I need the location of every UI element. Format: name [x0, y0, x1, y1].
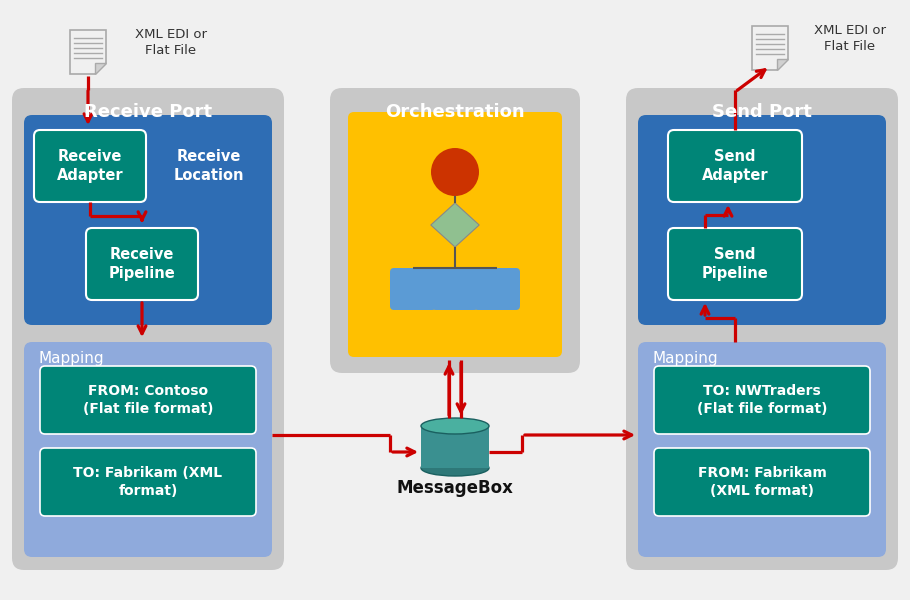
Circle shape — [431, 148, 479, 196]
FancyBboxPatch shape — [638, 115, 886, 325]
Text: Send Port: Send Port — [712, 103, 812, 121]
Polygon shape — [430, 203, 480, 247]
FancyBboxPatch shape — [40, 366, 256, 434]
Ellipse shape — [421, 418, 489, 434]
Text: Send
Pipeline: Send Pipeline — [702, 247, 768, 281]
FancyBboxPatch shape — [24, 342, 272, 557]
FancyBboxPatch shape — [86, 228, 198, 300]
Text: Receive
Adapter: Receive Adapter — [56, 149, 124, 183]
Polygon shape — [752, 26, 788, 70]
Text: FROM: Contoso
(Flat file format): FROM: Contoso (Flat file format) — [83, 385, 213, 416]
FancyBboxPatch shape — [432, 268, 478, 310]
Bar — [421, 426, 489, 468]
Text: FROM: Fabrikam
(XML format): FROM: Fabrikam (XML format) — [698, 466, 826, 497]
Text: Receive Port: Receive Port — [84, 103, 212, 121]
Polygon shape — [777, 59, 788, 70]
Ellipse shape — [421, 460, 489, 476]
Text: TO: Fabrikam (XML
format): TO: Fabrikam (XML format) — [74, 466, 223, 497]
FancyBboxPatch shape — [626, 88, 898, 570]
Bar — [421, 426, 489, 468]
Text: Receive
Pipeline: Receive Pipeline — [108, 247, 176, 281]
FancyBboxPatch shape — [668, 130, 802, 202]
FancyBboxPatch shape — [34, 130, 146, 202]
Text: Receive
Location: Receive Location — [174, 149, 244, 183]
Polygon shape — [95, 63, 106, 74]
Text: MessageBox: MessageBox — [397, 479, 513, 497]
FancyBboxPatch shape — [654, 366, 870, 434]
Text: TO: NWTraders
(Flat file format): TO: NWTraders (Flat file format) — [697, 385, 827, 416]
FancyBboxPatch shape — [390, 268, 436, 310]
FancyBboxPatch shape — [638, 342, 886, 557]
FancyBboxPatch shape — [474, 268, 520, 310]
FancyBboxPatch shape — [668, 228, 802, 300]
FancyBboxPatch shape — [654, 448, 870, 516]
Text: XML EDI or
Flat File: XML EDI or Flat File — [135, 28, 207, 56]
FancyBboxPatch shape — [12, 88, 284, 570]
Polygon shape — [70, 30, 106, 74]
FancyBboxPatch shape — [330, 88, 580, 373]
Text: XML EDI or
Flat File: XML EDI or Flat File — [814, 23, 886, 52]
Text: Orchestration: Orchestration — [385, 103, 525, 121]
Text: Mapping: Mapping — [38, 350, 104, 365]
FancyBboxPatch shape — [24, 115, 272, 325]
FancyBboxPatch shape — [40, 448, 256, 516]
FancyBboxPatch shape — [348, 112, 562, 357]
Text: Mapping: Mapping — [652, 350, 718, 365]
Text: Send
Adapter: Send Adapter — [702, 149, 768, 183]
